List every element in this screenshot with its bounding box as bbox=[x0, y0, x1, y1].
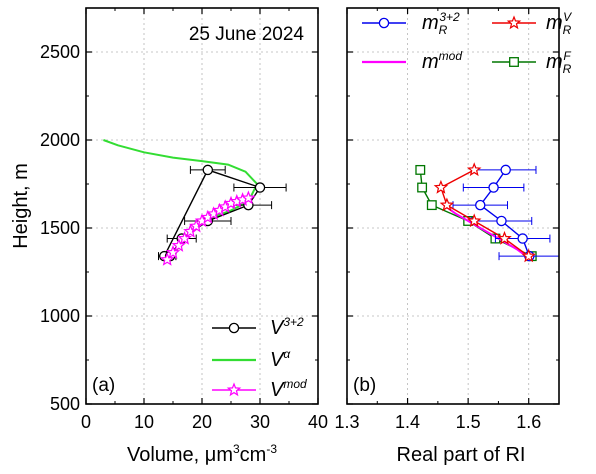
legend-item: mmod bbox=[362, 49, 462, 73]
data-point bbox=[433, 179, 449, 194]
legend-label: mmod bbox=[422, 49, 462, 73]
y-tick-label: 1000 bbox=[40, 306, 80, 326]
data-point bbox=[426, 200, 437, 211]
x-tick-label: 1.4 bbox=[395, 412, 420, 432]
legend-item: Vmod bbox=[212, 377, 307, 401]
data-point bbox=[466, 213, 482, 228]
data-point bbox=[466, 162, 482, 177]
series-line bbox=[443, 204, 530, 259]
panel-label-b: (b) bbox=[353, 375, 376, 396]
x-tick-label: 30 bbox=[250, 412, 270, 432]
plot-frame-b bbox=[346, 7, 560, 405]
data-point bbox=[241, 190, 256, 205]
series-1 bbox=[433, 162, 536, 263]
legend-swatch-marker bbox=[509, 57, 519, 67]
x-axis-label-a-sup2: -3 bbox=[266, 442, 277, 456]
legend-b: mR3+2 mRV mmod mRF bbox=[362, 10, 572, 76]
x-axis-label-a-sup: 3 bbox=[233, 442, 240, 456]
x-tick-label: 0 bbox=[81, 412, 91, 432]
legend-label: mRF bbox=[546, 49, 572, 76]
x-tick-label: 40 bbox=[308, 412, 328, 432]
x-axis-label-a: Volume, μm3cm-3 bbox=[127, 442, 277, 466]
legend-swatch-marker bbox=[378, 17, 390, 29]
y-tick-label: 1500 bbox=[40, 218, 80, 238]
data-point bbox=[496, 215, 507, 227]
plot-area-b bbox=[415, 162, 559, 263]
panel-a: 500 1000 1500 2000 2500 0 10 20 30 40 25 June 202… bbox=[10, 7, 328, 466]
data-point bbox=[171, 237, 187, 252]
series-3 bbox=[415, 164, 537, 262]
data-point bbox=[521, 248, 536, 263]
axes-a: 500 1000 1500 2000 2500 0 10 20 30 40 bbox=[40, 7, 328, 432]
data-point bbox=[417, 182, 428, 193]
y-tick-label: 2500 bbox=[40, 42, 80, 62]
panel-label-a: (a) bbox=[92, 375, 115, 396]
data-point bbox=[488, 182, 499, 193]
series-line bbox=[440, 169, 530, 257]
legend-label: mRV bbox=[546, 10, 572, 37]
data-point bbox=[159, 252, 175, 266]
data-point bbox=[517, 233, 528, 244]
data-point bbox=[415, 164, 426, 175]
panel-b: 1.3 1.4 1.5 1.6 (b) mR3+2 mRV mmod mRF Real pa… bbox=[334, 7, 572, 466]
legend-item: mRV bbox=[492, 10, 572, 37]
legend-a: V3+2 Vα Vmod bbox=[212, 315, 307, 401]
series-2 bbox=[443, 204, 530, 259]
legend-label: Vmod bbox=[270, 377, 307, 401]
data-point bbox=[177, 230, 192, 245]
x-axis-label-a-unit2: cm bbox=[240, 444, 267, 466]
legend-label: V3+2 bbox=[270, 315, 304, 339]
x-tick-label: 1.3 bbox=[334, 412, 359, 432]
series-2 bbox=[159, 190, 256, 266]
series-line bbox=[419, 169, 533, 257]
x-tick-label: 20 bbox=[192, 412, 212, 432]
date-annotation: 25 June 2024 bbox=[189, 24, 305, 45]
legend-swatch-marker bbox=[228, 322, 240, 334]
axes-b: 1.3 1.4 1.5 1.6 bbox=[334, 7, 560, 432]
y-tick-label: 500 bbox=[50, 394, 80, 414]
grid-a bbox=[85, 8, 319, 405]
x-axis-label-a-unit: μm bbox=[205, 444, 233, 466]
x-tick-label: 1.6 bbox=[516, 412, 541, 432]
legend-item: V3+2 bbox=[212, 315, 304, 339]
data-point bbox=[165, 244, 181, 259]
data-point bbox=[497, 230, 512, 245]
plot-area-a bbox=[103, 139, 287, 266]
legend-swatch-marker bbox=[506, 15, 522, 30]
y-axis-label: Height, m bbox=[10, 163, 32, 249]
legend-item: mR3+2 bbox=[362, 10, 460, 37]
legend-label: mR3+2 bbox=[422, 10, 460, 37]
data-point bbox=[439, 197, 455, 212]
data-point bbox=[254, 182, 266, 193]
x-tick-label: 10 bbox=[134, 412, 154, 432]
x-axis-label-a-part: Volume, bbox=[127, 444, 205, 466]
legend-item: Vα bbox=[212, 347, 291, 371]
legend-label: Vα bbox=[270, 347, 291, 371]
legend-swatch-marker bbox=[226, 382, 242, 397]
data-point bbox=[202, 164, 214, 176]
series-0 bbox=[452, 164, 559, 262]
legend-item: mRF bbox=[492, 49, 572, 76]
data-point bbox=[500, 164, 511, 176]
x-axis-label-b: Real part of RI bbox=[397, 444, 526, 466]
x-tick-label: 1.5 bbox=[456, 412, 481, 432]
y-tick-label: 2000 bbox=[40, 130, 80, 150]
data-point bbox=[475, 199, 486, 211]
